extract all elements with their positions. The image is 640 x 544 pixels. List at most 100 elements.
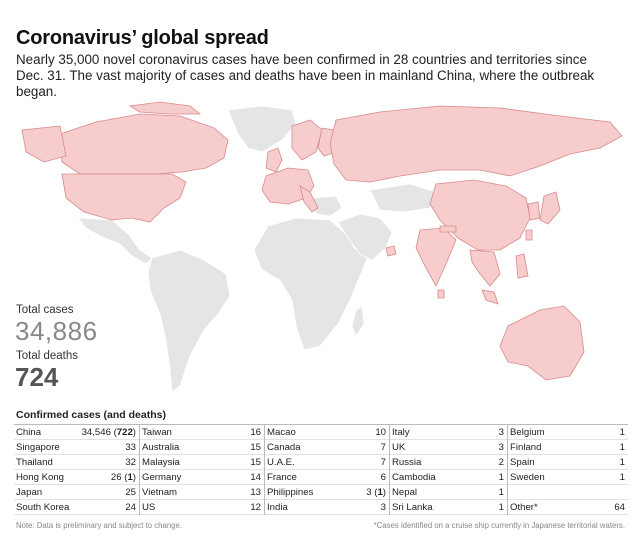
country-name: UK	[392, 442, 406, 453]
map-italy	[299, 185, 319, 213]
table-row: Russia 2	[390, 455, 507, 470]
note-cruise-ship: *Cases identified on a cruise ship curre…	[373, 521, 625, 530]
case-count: 33	[125, 440, 136, 454]
case-count: 13	[250, 485, 261, 499]
table-row: India 3	[265, 500, 389, 515]
map-uae	[385, 245, 397, 257]
cases-value: 15	[250, 442, 261, 453]
cases-value: 1	[498, 472, 504, 483]
cases-table: China 34,546 (722) Singapore 33 Thailand 32 Ho…	[14, 424, 628, 515]
country-name: Philippines	[267, 487, 314, 498]
case-count: 1	[499, 470, 504, 484]
country-name: Russia	[392, 457, 422, 468]
case-count: 12	[250, 500, 261, 514]
case-count: 1	[620, 455, 625, 469]
note-preliminary: Note: Data is preliminary and subject to…	[16, 521, 182, 530]
cases-value: 10	[375, 427, 386, 438]
table-row: China 34,546 (722)	[14, 425, 139, 440]
country-name: Macao	[267, 427, 296, 438]
country-name: Taiwan	[142, 427, 172, 438]
table-row: France 6	[265, 470, 389, 485]
cases-value: 32	[125, 457, 136, 468]
cases-value: 64	[614, 502, 625, 513]
table-row: Hong Kong 26 (1)	[14, 470, 139, 485]
table-column: Taiwan 16 Australia 15 Malaysia 15 Germany 14 Vi…	[139, 425, 264, 515]
map-africa	[253, 217, 369, 351]
case-count: 26 (1)	[110, 472, 136, 483]
cases-value: 1	[619, 442, 625, 453]
map-canada-islands	[128, 101, 202, 115]
map-central-america	[77, 217, 153, 265]
table-row: Macao 10	[265, 425, 389, 440]
map-korea	[527, 201, 541, 221]
country-name: US	[142, 502, 156, 513]
country-name: Vietnam	[142, 487, 178, 498]
country-name: Germany	[142, 472, 182, 483]
case-count: 15	[250, 455, 261, 469]
cases-value: 3	[380, 502, 386, 513]
cases-value: 14	[250, 472, 261, 483]
country-name: U.A.E.	[267, 457, 295, 468]
table-row: UK 3	[390, 440, 507, 455]
table-row: Japan 25	[14, 485, 139, 500]
table-row	[508, 485, 628, 500]
cases-value: 6	[380, 472, 386, 483]
table-column: Macao 10 Canada 7 U.A.E. 7 France 6 Philippines 3…	[264, 425, 389, 515]
map-japan	[539, 191, 561, 225]
map-canada	[59, 113, 229, 175]
country-name: Finland	[510, 442, 542, 453]
cases-value: 1	[619, 427, 625, 438]
case-count: 1	[499, 500, 504, 514]
country-name: Nepal	[392, 487, 418, 498]
map-scandinavia	[291, 119, 323, 161]
table-row: Australia 15	[140, 440, 264, 455]
case-count: 1	[620, 425, 625, 439]
table-column: China 34,546 (722) Singapore 33 Thailand 32 Ho…	[14, 425, 139, 515]
country-name: Malaysia	[142, 457, 180, 468]
table-title: Confirmed cases (and deaths)	[16, 409, 166, 421]
map-uk	[265, 147, 283, 173]
table-row: Thailand 32	[14, 455, 139, 470]
table-row: Singapore 33	[14, 440, 139, 455]
cases-value: 25	[125, 487, 136, 498]
total-deaths-value: 724	[15, 362, 59, 392]
deaths-value: 1	[377, 487, 383, 498]
table-row: Finland 1	[508, 440, 628, 455]
table-row: U.A.E. 7	[265, 455, 389, 470]
total-cases-label: Total cases	[16, 304, 74, 316]
case-count: 15	[250, 440, 261, 454]
map-usa	[61, 173, 187, 223]
cases-value: 1	[498, 487, 504, 498]
cases-value: 1	[619, 472, 625, 483]
country-name: China	[16, 427, 42, 438]
case-count: 3	[499, 440, 504, 454]
table-row: Malaysia 15	[140, 455, 264, 470]
table-row: US 12	[140, 500, 264, 515]
country-name: Spain	[510, 457, 535, 468]
total-cases-value: 34,886	[15, 316, 98, 346]
cases-value: 1	[619, 457, 625, 468]
map-greenland	[227, 105, 297, 153]
case-count: 6	[381, 470, 386, 484]
country-name: Cambodia	[392, 472, 436, 483]
map-madagascar	[351, 305, 365, 337]
table-row: Canada 7	[265, 440, 389, 455]
deaths-value: 722	[116, 427, 133, 438]
cases-value: 13	[250, 487, 261, 498]
case-count: 16	[250, 425, 261, 439]
case-count: 32	[125, 455, 136, 469]
case-count: 1	[620, 440, 625, 454]
case-count: 7	[381, 440, 386, 454]
cases-value: 1	[498, 502, 504, 513]
country-name: South Korea	[16, 502, 70, 513]
case-count: 3	[381, 500, 386, 514]
country-name: India	[267, 502, 288, 513]
table-column: Belgium 1 Finland 1 Spain 1 Sweden 1 Other* 64	[507, 425, 628, 515]
table-row: Other* 64	[508, 500, 628, 515]
map-india	[415, 227, 457, 287]
cases-value: 12	[250, 502, 261, 513]
country-name: Other*	[510, 502, 538, 513]
case-count: 1	[620, 470, 625, 484]
table-row: Taiwan 16	[140, 425, 264, 440]
world-map	[21, 101, 623, 393]
